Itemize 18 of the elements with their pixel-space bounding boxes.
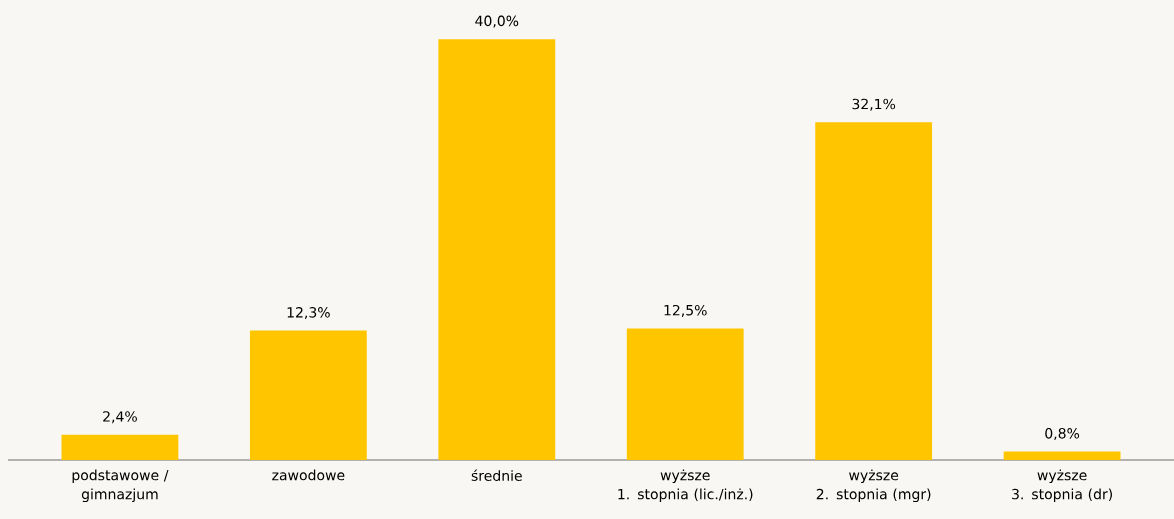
bar	[438, 39, 556, 460]
x-tick-label: wyższe 2. stopnia (mgr)	[816, 469, 931, 503]
data-label: 12,3%	[287, 307, 330, 320]
x-tick-label: podstawowe / gimnazjum	[72, 469, 169, 503]
data-label: 12,5%	[664, 304, 707, 317]
data-label: 40,0%	[475, 15, 519, 28]
data-label: 32,1%	[852, 98, 896, 111]
x-tick-label: wyższe 3. stopnia (dr)	[1012, 469, 1112, 503]
x-tick-label: średnie	[471, 469, 522, 481]
data-label: 0,8%	[1045, 428, 1080, 441]
bar	[626, 328, 744, 460]
x-tick-label: zawodowe	[272, 469, 345, 481]
bar	[61, 434, 179, 460]
bar	[249, 330, 367, 460]
data-label: 2,4%	[103, 411, 137, 424]
bar	[1003, 451, 1121, 460]
x-tick-label: wyższe 1. stopnia (lic./inż.)	[618, 469, 753, 503]
bar	[815, 122, 933, 460]
